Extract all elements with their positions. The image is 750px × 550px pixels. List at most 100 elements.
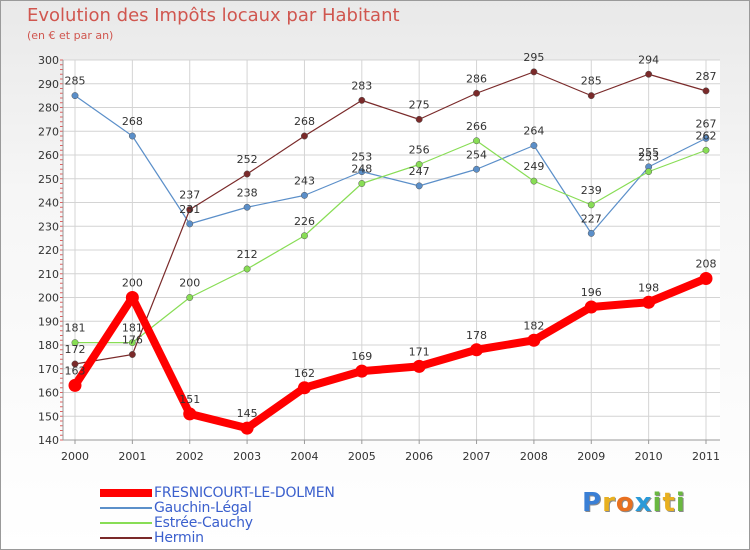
proxiti-logo: Proxiti [582,488,686,518]
data-point [186,294,194,301]
data-label: 253 [638,151,659,164]
data-label: 196 [581,286,602,299]
data-point [699,272,713,285]
brand-letter: x [634,488,653,518]
data-label: 200 [179,277,200,290]
data-point [68,378,82,392]
y-tick-label: 150 [38,410,59,423]
x-tick-label: 2006 [405,450,433,463]
data-point [186,220,194,228]
data-label: 181 [122,322,143,335]
data-point [71,360,79,368]
data-label: 283 [351,79,372,92]
data-label: 227 [581,212,602,225]
legend-item: Estrée-Cauchy [100,514,335,531]
data-point [71,339,79,347]
legend-item: FRESNICOURT-LE-DOLMEN [100,484,335,501]
y-tick-label: 240 [38,197,59,210]
data-point [530,177,538,185]
data-point [186,206,194,214]
data-label: 200 [122,277,143,290]
data-point [584,300,598,314]
data-point [240,421,254,435]
y-tick-label: 290 [38,78,59,91]
data-label: 266 [466,120,487,133]
data-point [412,359,426,373]
data-point [473,137,480,145]
data-label: 243 [294,174,315,187]
brand-letter: i [652,488,663,518]
series-line [74,95,707,234]
y-tick-label: 220 [38,244,59,257]
brand-letter: o [615,488,635,518]
series-line [74,71,707,365]
data-point [71,92,79,100]
data-point [587,92,595,100]
brand-letter: P [582,488,603,518]
legend-label-gauchin: Gauchin-Légal [154,499,252,516]
data-label: 162 [294,367,315,380]
legend-label-estree: Estrée-Cauchy [154,514,253,531]
y-tick-label: 260 [38,149,59,162]
x-tick-label: 2010 [635,450,663,463]
data-point [473,165,480,173]
data-label: 256 [409,144,430,157]
data-point [587,229,595,237]
data-label: 248 [351,163,372,176]
data-point [702,87,710,95]
data-label: 267 [696,117,717,130]
data-label: 226 [294,215,315,228]
data-point [358,180,366,187]
y-tick-label: 140 [38,434,59,447]
data-point [470,343,484,357]
data-point [297,381,311,395]
data-point [355,364,369,378]
data-point [301,232,308,240]
brand-letter: t [662,488,676,518]
legend-item: Gauchin-Légal [100,499,335,516]
data-point [243,170,251,178]
data-label: 231 [179,203,200,216]
y-tick-label: 230 [38,220,59,233]
data-label: 253 [351,151,372,164]
x-tick-label: 2009 [577,450,605,463]
y-tick-label: 180 [38,339,59,352]
legend-swatch-gauchin [100,506,152,509]
data-label: 262 [696,129,717,142]
data-label: 171 [409,345,430,358]
data-point [128,132,136,140]
data-point [702,146,710,154]
legend-swatch-estree [100,521,152,524]
data-point [473,89,480,97]
data-label: 208 [696,258,717,271]
brand-letter: i [675,488,686,518]
legend-label-fresnicourt: FRESNICOURT-LE-DOLMEN [154,484,335,501]
data-point [642,295,656,309]
data-point [415,161,423,168]
data-point [128,339,136,347]
y-tick-label: 200 [38,292,59,305]
y-tick-label: 170 [38,363,59,376]
data-label: 254 [466,148,487,161]
x-tick-label: 2008 [520,450,548,463]
data-label: 178 [466,329,487,342]
y-tick-label: 210 [38,268,59,281]
data-label: 172 [65,343,86,356]
series-line [71,274,708,433]
data-label: 287 [696,70,717,83]
data-label: 285 [581,75,602,88]
data-point [587,201,595,209]
data-point [183,407,197,421]
legend-label-hermin: Hermin [154,529,204,546]
data-label: 239 [581,184,602,197]
x-tick-label: 2003 [233,450,261,463]
data-label: 181 [65,322,86,335]
data-label: 264 [523,125,544,138]
y-tick-label: 250 [38,173,59,186]
brand-letter: r [602,488,616,518]
data-label: 182 [523,319,544,332]
data-label: 238 [237,186,258,199]
data-point [128,351,136,358]
data-point [530,68,538,76]
data-point [243,203,251,211]
